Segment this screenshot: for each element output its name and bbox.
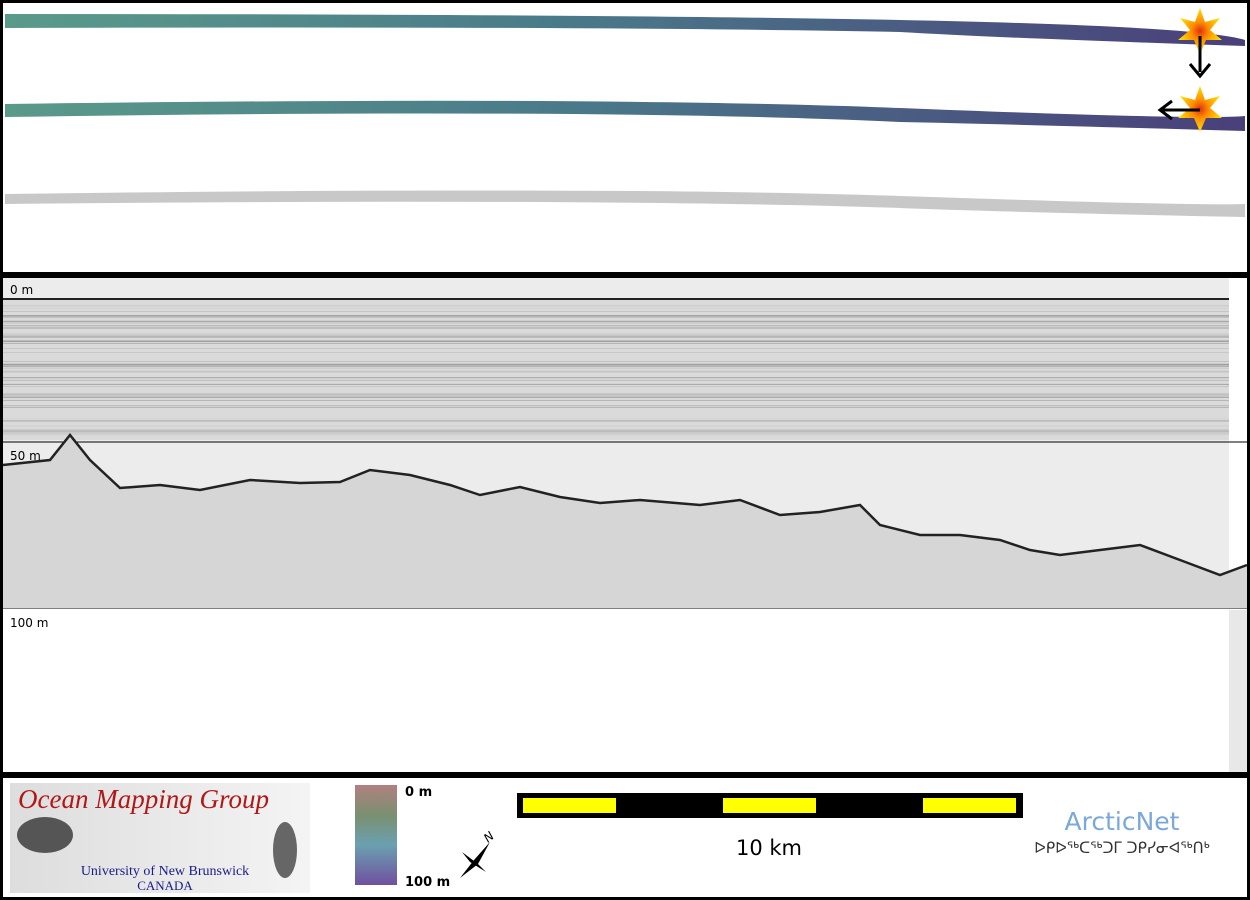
water-column-noise — [3, 300, 1229, 440]
swath — [5, 14, 1245, 46]
noise-lines — [3, 305, 1229, 435]
scale-segment — [723, 798, 816, 813]
swath — [5, 190, 1245, 217]
scale-label: 10 km — [736, 836, 802, 860]
depth-colorbar — [355, 785, 397, 885]
depth-label: 0 m — [10, 283, 33, 297]
legend-label: 100 m — [405, 875, 450, 890]
arcticnet-name: ArcticNet — [1065, 807, 1180, 836]
arrow-head — [1157, 99, 1173, 121]
logo-country: CANADA — [137, 878, 193, 893]
sediment — [3, 435, 1247, 608]
logo-title: Ocean Mapping Group — [18, 784, 269, 814]
swath — [5, 100, 1245, 131]
legend-label: 0 m — [405, 785, 432, 800]
logo-shape — [273, 822, 297, 878]
edge-strip — [1229, 610, 1247, 772]
logo-shape — [17, 817, 73, 853]
depth-label: 100 m — [10, 616, 48, 630]
arrow-head — [1188, 63, 1212, 79]
seabed — [2, 432, 1248, 577]
start-marker — [1178, 8, 1222, 54]
arcticnet-syllabics: ᐅᑭᐅᖅᑕᖅᑐᒥ ᑐᑭᓯᓂᐊᖅᑎᒃ — [1034, 839, 1209, 857]
logo-university: University of New Brunswick — [81, 864, 249, 879]
compass — [460, 842, 490, 878]
depth-label: 50 m — [10, 449, 41, 463]
plan-view — [3, 3, 1247, 272]
scale-segment — [923, 798, 1016, 813]
scale-segment — [523, 798, 616, 813]
